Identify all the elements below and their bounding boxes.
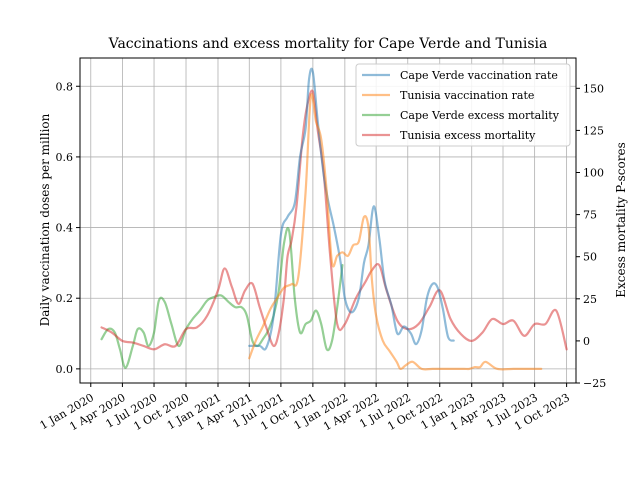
series-line-tunisia-excess-mortality [100,89,568,351]
y-tick-label: 0.8 [56,80,74,93]
y2-tick-label: 100 [583,167,604,180]
legend-label: Tunisia excess mortality [400,129,536,142]
legend-label: Tunisia vaccination rate [400,89,534,102]
y2-tick-label: 125 [583,124,604,137]
legend: Cape Verde vaccination rate Tunisia vacci… [355,63,571,147]
y-tick-label: 0.2 [56,292,74,305]
y2-axis-label: Excess mortality P-scores [614,142,628,297]
legend-frame [355,63,571,147]
y-axis-left: 0.0 0.2 0.4 0.6 0.8 [56,80,80,376]
y2-tick-label: 50 [583,251,597,264]
y-axis-label: Daily vaccination doses per million [38,113,52,326]
legend-label: Cape Verde vaccination rate [400,69,558,82]
y2-tick-label: 25 [583,293,597,306]
y-tick-label: 0.4 [56,222,74,235]
y-tick-label: 0.6 [56,151,74,164]
legend-label: Cape Verde excess mortality [400,109,560,122]
series-line-tunisia-vaccination-rate [248,93,543,371]
y-tick-label: 0.0 [56,363,74,376]
y2-tick-label: 0 [583,335,590,348]
y2-tick-label: 75 [583,209,597,222]
y-axis-right: −25 0 25 50 75 100 125 150 [576,82,606,390]
y2-tick-label: 150 [583,82,604,95]
series-line-cape-verde-vaccination-rate [248,67,455,351]
y2-tick-label: −25 [583,377,606,390]
series-layer [100,67,568,371]
chart-title: Vaccinations and excess mortality for Ca… [108,36,548,52]
series-line-cape-verde-excess-mortality [100,226,344,369]
plot-frame [79,57,577,384]
